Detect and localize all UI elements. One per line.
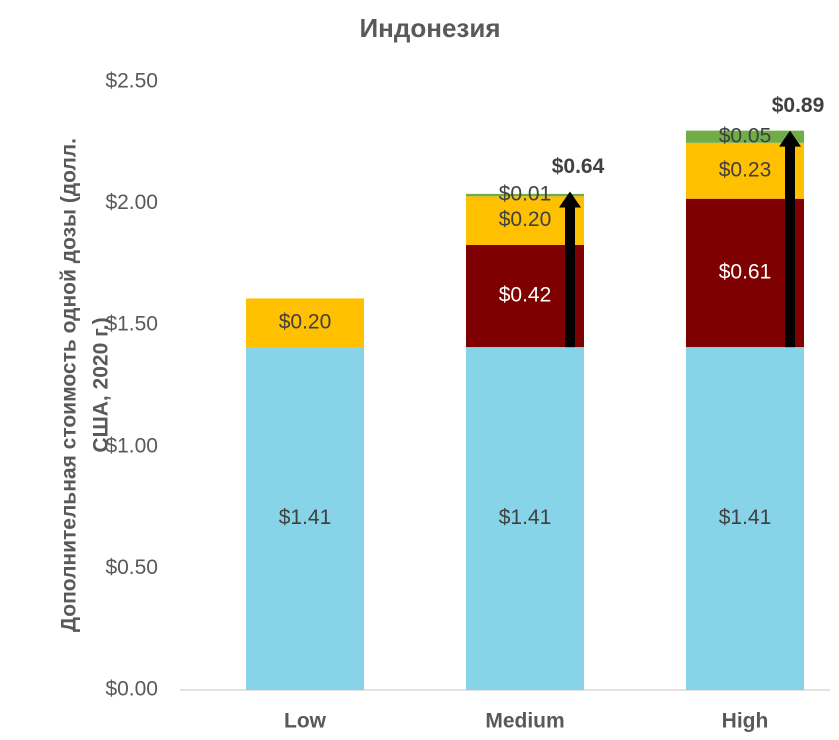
data-label: $0.23 xyxy=(719,158,772,181)
bar-segment xyxy=(246,298,364,348)
data-label: $1.41 xyxy=(719,506,772,529)
bar-segment xyxy=(466,347,584,690)
arrow-head xyxy=(779,130,801,147)
y-tick-label: $1.50 xyxy=(105,313,158,336)
y-tick-label: $2.00 xyxy=(105,191,158,214)
y-axis-title-line: Дополнительная стоимость одной дозы (дол… xyxy=(58,138,81,632)
bar-segment xyxy=(686,347,804,690)
y-tick-label: $0.50 xyxy=(105,556,158,579)
y-axis-title: Дополнительная стоимость одной дозы (дол… xyxy=(58,138,113,632)
bar-segment xyxy=(466,193,584,197)
data-label: $0.01 xyxy=(499,183,552,206)
bar-segment xyxy=(686,142,804,199)
data-label: $0.20 xyxy=(279,310,332,333)
y-tick-label: $0.00 xyxy=(105,678,158,701)
bar-segment xyxy=(246,347,364,690)
bar-segment xyxy=(686,130,804,143)
x-tick-label: Low xyxy=(284,710,327,733)
data-label: $0.61 xyxy=(719,260,772,283)
data-label: $1.41 xyxy=(279,506,332,529)
bar-segment xyxy=(686,198,804,348)
data-label: $0.20 xyxy=(499,208,552,231)
y-tick-label: $2.50 xyxy=(105,70,158,93)
bar-segment xyxy=(466,244,584,348)
y-axis-title-line: США, 2020 г.) xyxy=(90,317,113,452)
x-tick-label: High xyxy=(722,710,769,733)
chart-title: Индонезия xyxy=(359,13,500,43)
arrow-head xyxy=(559,191,581,208)
data-label: $0.42 xyxy=(499,284,552,307)
x-tick-label: Medium xyxy=(485,710,564,733)
data-label: $1.41 xyxy=(499,506,552,529)
annotation-label: $0.89 xyxy=(772,94,825,117)
y-tick-label: $1.00 xyxy=(105,434,158,457)
annotation-label: $0.64 xyxy=(552,155,605,178)
data-label: $0.05 xyxy=(719,124,772,147)
